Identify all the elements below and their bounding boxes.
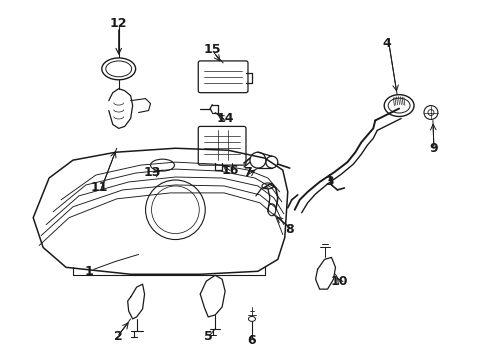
Text: 13: 13: [144, 166, 161, 179]
Text: 7: 7: [244, 166, 252, 179]
Text: 3: 3: [325, 175, 334, 189]
Text: 16: 16: [221, 163, 239, 176]
Text: 10: 10: [331, 275, 348, 288]
Text: 1: 1: [84, 265, 93, 278]
Text: 2: 2: [114, 330, 123, 343]
Text: 14: 14: [217, 112, 234, 125]
Text: 9: 9: [430, 142, 438, 155]
Text: 5: 5: [204, 330, 213, 343]
Text: 4: 4: [383, 37, 392, 50]
Text: 12: 12: [110, 17, 127, 30]
Text: 11: 11: [90, 181, 108, 194]
Text: 8: 8: [286, 223, 294, 236]
Text: 6: 6: [247, 334, 256, 347]
Text: 15: 15: [203, 42, 221, 55]
